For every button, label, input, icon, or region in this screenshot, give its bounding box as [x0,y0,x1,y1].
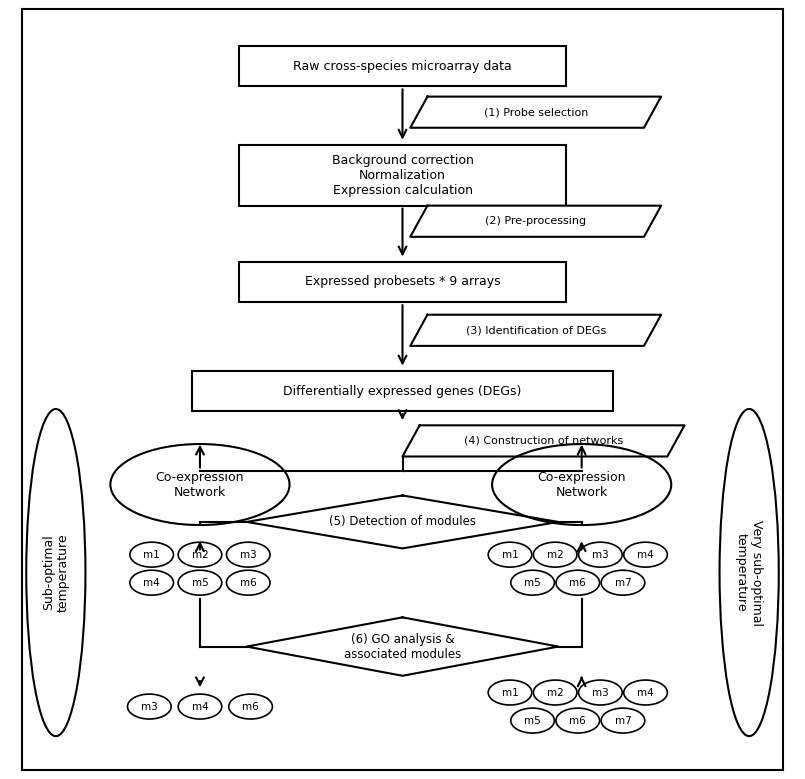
Polygon shape [246,495,559,548]
Ellipse shape [178,570,221,595]
Text: m1: m1 [502,688,518,697]
Ellipse shape [229,694,272,719]
Text: Differentially expressed genes (DEGs): Differentially expressed genes (DEGs) [283,385,522,397]
Text: (1) Probe selection: (1) Probe selection [484,108,588,117]
Text: m3: m3 [592,688,609,697]
Ellipse shape [601,570,645,595]
Ellipse shape [556,708,600,733]
Text: m3: m3 [141,702,158,711]
Text: m4: m4 [192,702,208,711]
Ellipse shape [127,694,171,719]
Text: (5) Detection of modules: (5) Detection of modules [329,516,476,528]
Text: m4: m4 [638,550,654,559]
FancyBboxPatch shape [239,145,566,206]
Text: Co-expression
Network: Co-expression Network [538,471,626,499]
Ellipse shape [579,542,622,567]
Text: Sub-optimal
temperature: Sub-optimal temperature [42,534,70,612]
Ellipse shape [720,409,778,736]
Ellipse shape [624,542,667,567]
Ellipse shape [226,570,270,595]
Ellipse shape [488,542,532,567]
Text: m5: m5 [192,578,208,587]
Ellipse shape [534,542,577,567]
Ellipse shape [130,542,173,567]
Text: m2: m2 [547,550,564,559]
Text: (6) GO analysis &
associated modules: (6) GO analysis & associated modules [344,633,461,661]
Text: Background correction
Normalization
Expression calculation: Background correction Normalization Expr… [332,153,473,197]
Text: m5: m5 [524,578,541,587]
Ellipse shape [488,680,532,705]
Text: m6: m6 [240,578,257,587]
Text: m5: m5 [524,716,541,725]
Text: (3) Identification of DEGs: (3) Identification of DEGs [465,326,606,335]
Polygon shape [411,206,661,237]
Text: Co-expression
Network: Co-expression Network [155,471,244,499]
Text: m1: m1 [143,550,160,559]
Polygon shape [402,425,684,456]
Text: (2) Pre-processing: (2) Pre-processing [485,217,586,226]
Text: m6: m6 [569,716,586,725]
FancyBboxPatch shape [239,46,566,86]
Ellipse shape [27,409,85,736]
Ellipse shape [492,444,671,525]
Ellipse shape [226,542,270,567]
Text: m3: m3 [240,550,257,559]
Ellipse shape [624,680,667,705]
Text: m7: m7 [614,716,631,725]
Polygon shape [411,315,661,346]
Ellipse shape [601,708,645,733]
Ellipse shape [511,570,555,595]
Text: m4: m4 [143,578,160,587]
Ellipse shape [534,680,577,705]
Text: Raw cross-species microarray data: Raw cross-species microarray data [293,60,512,72]
Text: (4) Construction of networks: (4) Construction of networks [464,436,623,446]
Ellipse shape [178,694,221,719]
Text: Very sub-optimal
temperature: Very sub-optimal temperature [735,520,763,626]
Text: m6: m6 [242,702,259,711]
Ellipse shape [511,708,555,733]
FancyBboxPatch shape [192,371,613,411]
Text: m3: m3 [592,550,609,559]
Ellipse shape [130,570,173,595]
Text: m2: m2 [192,550,208,559]
Ellipse shape [178,542,221,567]
Polygon shape [411,97,661,128]
Text: m2: m2 [547,688,564,697]
Text: m7: m7 [614,578,631,587]
Text: m6: m6 [569,578,586,587]
Ellipse shape [556,570,600,595]
Text: m4: m4 [638,688,654,697]
FancyBboxPatch shape [239,262,566,302]
Ellipse shape [110,444,290,525]
Polygon shape [246,617,559,676]
Text: m1: m1 [502,550,518,559]
Text: Expressed probesets * 9 arrays: Expressed probesets * 9 arrays [304,276,501,288]
Ellipse shape [579,680,622,705]
